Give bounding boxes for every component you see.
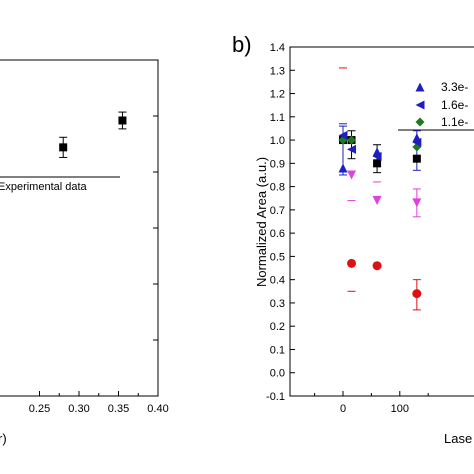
panel-b-data-point — [347, 170, 357, 180]
panel-b-x-tick-label: 100 — [391, 403, 409, 415]
panel-b-data-point — [373, 159, 382, 168]
panel-b: b) -0.1 0.0 0.1 0.2 0.3 0.4 0.5 0.6 0.7 0.8 0.9 1.0… — [232, 32, 474, 446]
panel-b-y-tick-label: 0.8 — [270, 182, 285, 194]
panel-b-data-point — [412, 289, 422, 299]
panel-b-y-tick-label: 1.4 — [270, 42, 285, 54]
panel-b-legend-marker — [415, 100, 425, 110]
panel-a-data-point — [59, 143, 68, 152]
panel-a-x-tick-label: 0.35 — [108, 403, 129, 415]
panel-b-data-point — [412, 154, 421, 163]
panel-b-legend-marker — [415, 117, 425, 127]
panel-b-data-point — [412, 133, 422, 143]
panel-b-legend-label: 1.1e- — [441, 115, 468, 129]
panel-b-data-point — [347, 135, 357, 145]
panel-b-legend-label: 3.3e- — [441, 80, 468, 94]
panel-b-legend-marker — [415, 82, 425, 92]
panel-b-y-tick-label: 0.6 — [270, 228, 285, 240]
panel-b-label: b) — [232, 32, 252, 57]
panel-a-legend-label: Experimental data — [0, 181, 88, 193]
panel-b-y-tick-label: 0.5 — [270, 251, 285, 263]
panel-a-data-point — [118, 116, 127, 125]
panel-b-y-tick-label: -0.1 — [266, 391, 285, 403]
panel-b-data-point — [338, 130, 348, 140]
panel-a-x-tick-label: 0.30 — [68, 403, 89, 415]
panel-a-right-ticks — [153, 59, 158, 397]
panel-a-x-tick-label: 0.25 — [29, 403, 50, 415]
panel-a-x-axis: 0.25 0.30 0.35 0.40 — [29, 391, 169, 415]
panel-b-data-point — [372, 261, 382, 271]
panel-a-points — [59, 111, 127, 158]
panel-b-y-tick-label: 0.7 — [270, 205, 285, 217]
panel-b-y-tick-label: 0.0 — [270, 368, 285, 380]
panel-b-y-tick-label: 0.2 — [270, 321, 285, 333]
panel-a: 0.25 0.30 0.35 0.40 Experimental data r) — [0, 59, 169, 446]
panel-b-data-point — [347, 258, 357, 268]
panel-a-frame — [0, 59, 159, 397]
panel-b-y-tick-label: 1.1 — [270, 112, 285, 124]
panel-b-points — [338, 130, 422, 299]
panel-a-x-label: r) — [0, 431, 7, 446]
panel-b-y-tick-label: 1.2 — [270, 89, 285, 101]
panel-b-data-point — [338, 163, 348, 173]
panel-b-legend: 3.3e- 1.6e- 1.1e- — [398, 80, 474, 131]
panel-b-y-axis: -0.1 0.0 0.1 0.2 0.3 0.4 0.5 0.6 0.7 0.8 0.9 1.0 1.1… — [266, 42, 295, 403]
panel-b-data-point — [372, 196, 382, 206]
panel-b-frame — [289, 46, 474, 397]
panel-b-y-tick-label: 1.0 — [270, 135, 285, 147]
panel-b-data-point — [347, 144, 357, 154]
panel-b-y-tick-label: 0.9 — [270, 158, 285, 170]
panel-b-x-label: Lase — [444, 431, 472, 446]
panel-b-y-tick-label: 0.1 — [270, 344, 285, 356]
panel-b-y-tick-label: 0.3 — [270, 298, 285, 310]
panel-b-data-point — [372, 147, 382, 157]
panel-b-y-label: Normalized Area (a.u.) — [254, 157, 269, 287]
panel-b-data-point — [412, 198, 422, 208]
panel-b-legend-label: 1.6e- — [441, 98, 468, 112]
panel-a-x-tick-label: 0.40 — [147, 403, 168, 415]
panel-b-error-bars — [339, 67, 421, 311]
panel-b-x-tick-label: 0 — [340, 403, 346, 415]
panel-b-y-tick-label: 0.4 — [270, 275, 285, 287]
panel-b-x-axis: 0 100 — [314, 391, 429, 415]
panel-b-y-tick-label: 1.3 — [270, 65, 285, 77]
